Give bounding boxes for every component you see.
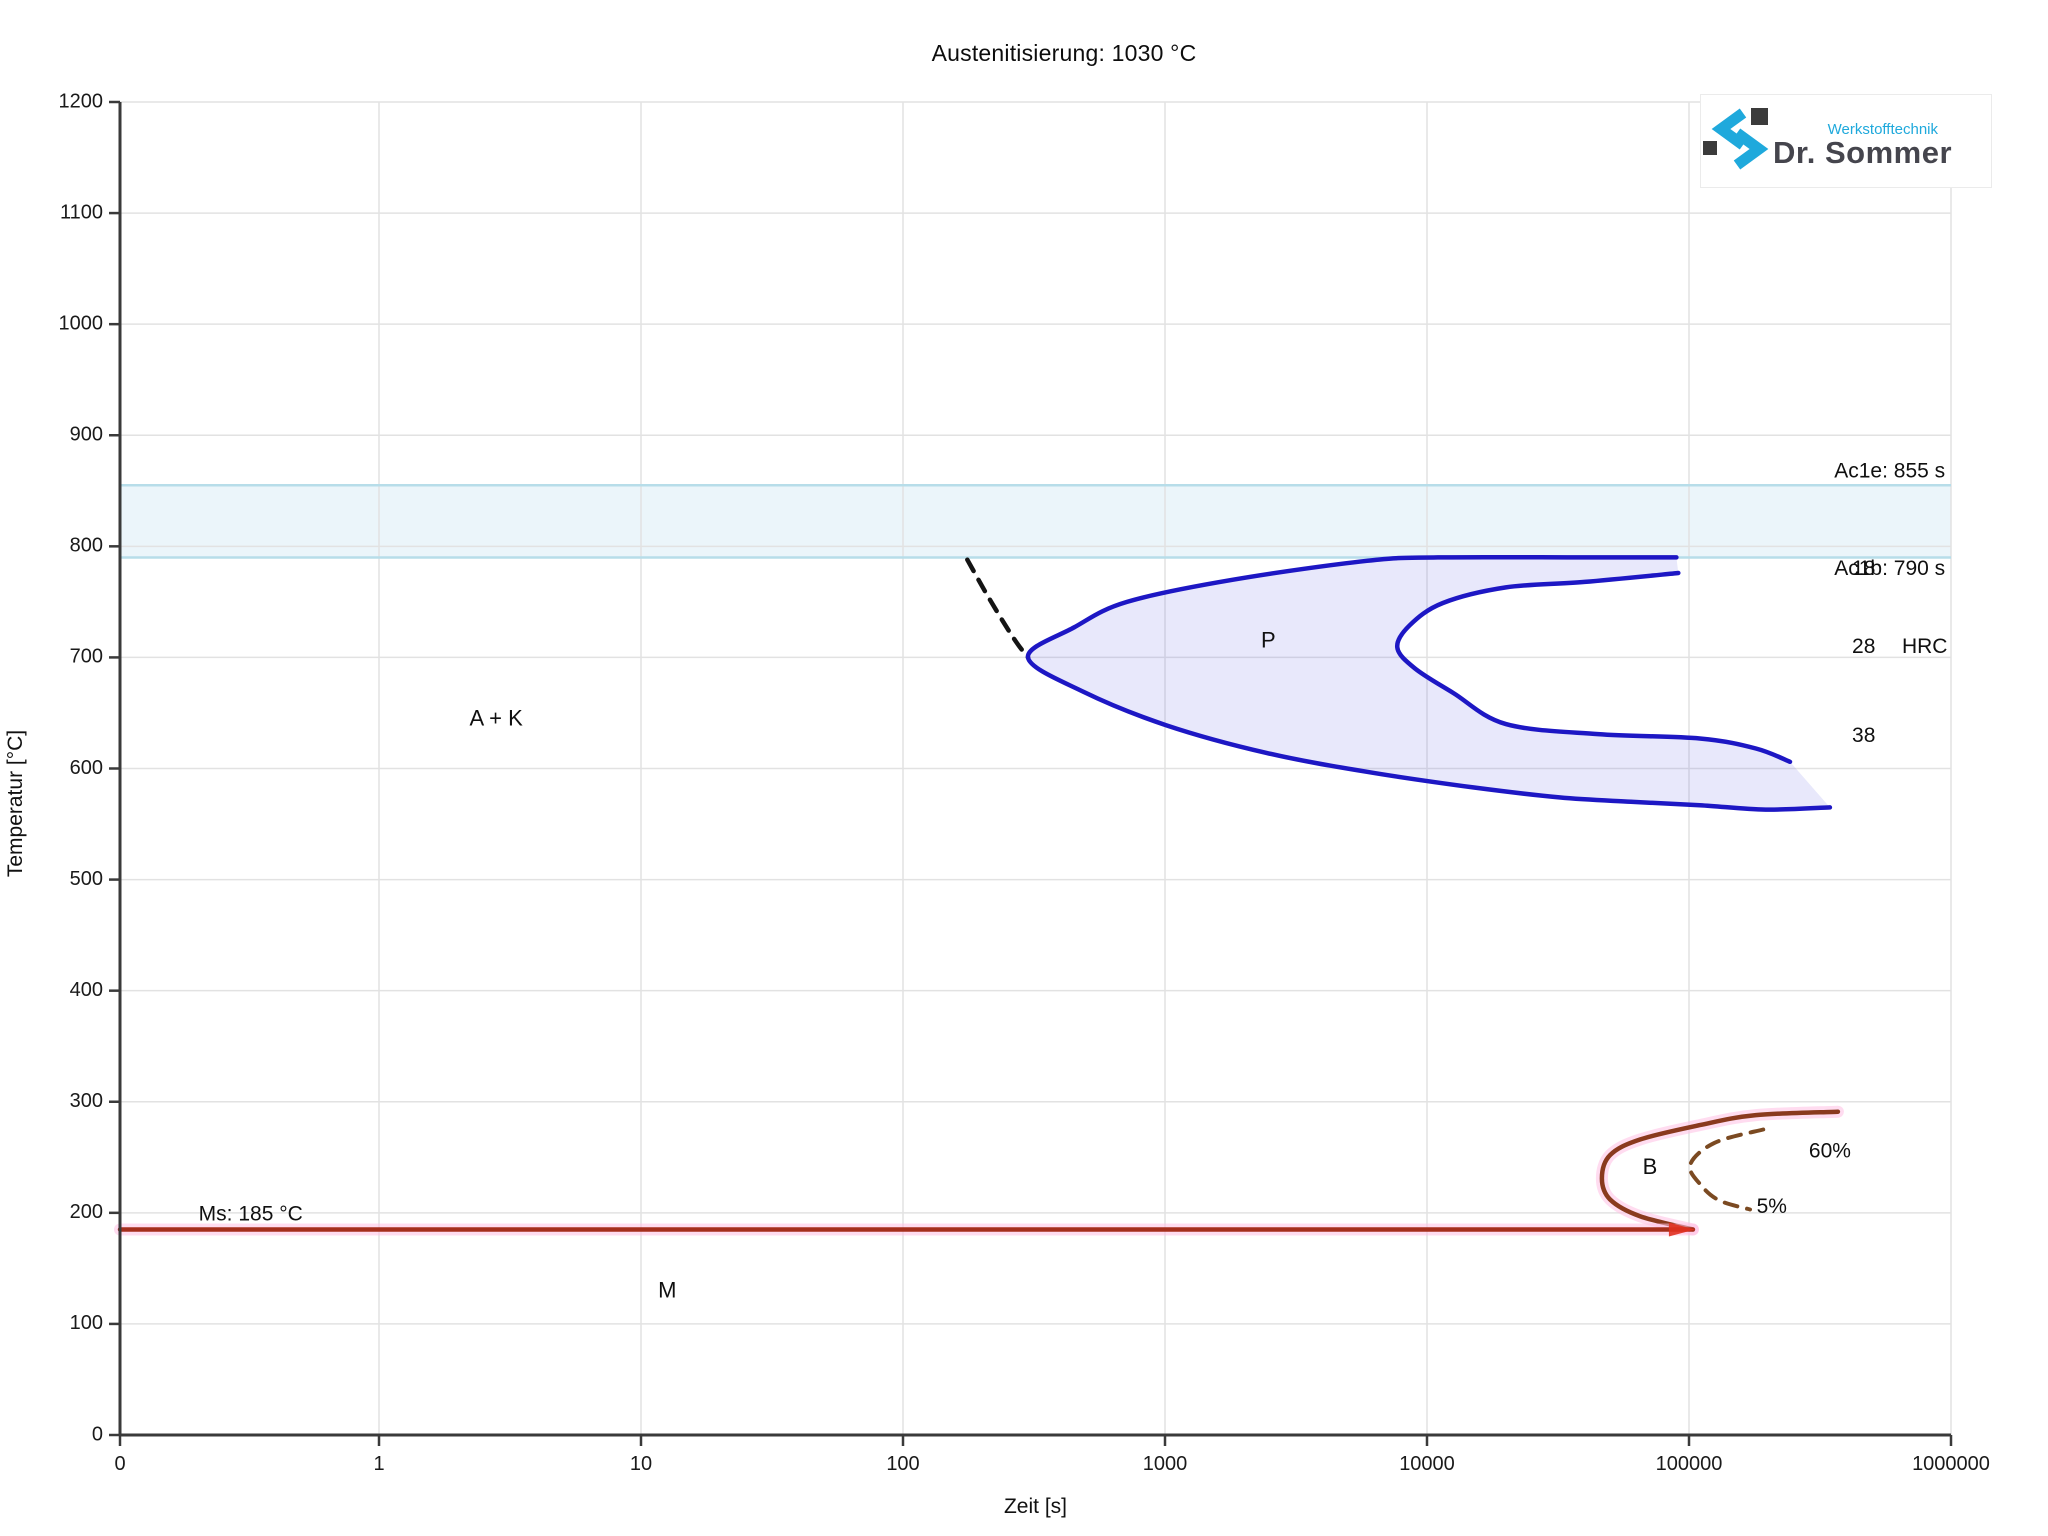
y-tick-label-800: 800 xyxy=(70,535,103,557)
logo-square-bottom xyxy=(1703,141,1717,155)
x-tick-label-1: 1 xyxy=(373,1453,384,1475)
annotation-60%: 60% xyxy=(1809,1139,1851,1162)
x-tick-label-100000: 100000 xyxy=(1656,1453,1723,1475)
annotation-m: M xyxy=(658,1278,676,1303)
y-axis-title: Temperatur [°C] xyxy=(4,730,27,877)
annotation-ac1e-855-s: Ac1e: 855 s xyxy=(1834,459,1945,482)
y-tick-label-100: 100 xyxy=(70,1312,103,1334)
logo-chevron-upper-icon xyxy=(1711,108,1747,150)
bainite-start-glow xyxy=(1595,1105,1844,1236)
logo-chevron-lower-icon xyxy=(1733,128,1769,170)
annotation-hrc: HRC xyxy=(1902,635,1948,658)
y-tick-label-700: 700 xyxy=(70,646,103,668)
logo-brand: Dr. Sommer xyxy=(1773,135,1952,170)
y-tick-label-1000: 1000 xyxy=(59,312,104,334)
x-axis-title: Zeit [s] xyxy=(1004,1495,1067,1518)
logo-square-top xyxy=(1751,108,1768,125)
y-tick-label-500: 500 xyxy=(70,868,103,890)
annotation-38: 38 xyxy=(1852,724,1875,747)
company-logo: Werkstofftechnik Dr. Sommer xyxy=(1700,94,1992,188)
x-tick-label-10: 10 xyxy=(630,1453,652,1475)
y-tick-label-1100: 1100 xyxy=(60,201,103,223)
y-tick-label-600: 600 xyxy=(70,757,103,779)
annotation-b: B xyxy=(1643,1154,1658,1179)
bainite-start-curve xyxy=(1599,1109,1841,1232)
annotation-a-+-k: A + K xyxy=(470,705,524,730)
ac1-band-fill xyxy=(120,485,1951,558)
x-tick-label-1000000: 1000000 xyxy=(1912,1453,1990,1475)
pearlite-fill xyxy=(1027,557,1830,810)
annotation-ms-185-c: Ms: 185 °C xyxy=(199,1203,303,1226)
bainite-ms-junction-marker xyxy=(1668,1222,1695,1237)
y-tick-label-400: 400 xyxy=(70,979,103,1001)
x-tick-label-100: 100 xyxy=(886,1453,919,1475)
y-tick-label-200: 200 xyxy=(70,1201,103,1223)
x-tick-label-1000: 1000 xyxy=(1143,1453,1188,1475)
annotation-28: 28 xyxy=(1852,635,1875,658)
logo-tagline: Werkstofftechnik xyxy=(1828,121,1939,138)
austenite-boundary-dashed-curve xyxy=(965,557,1031,660)
pearlite-end-curve xyxy=(1395,570,1793,765)
chart-title: Austenitisierung: 1030 °C xyxy=(931,40,1197,66)
y-tick-label-900: 900 xyxy=(70,424,103,446)
annotation-p: P xyxy=(1261,628,1276,653)
bainite-percent-dashed-curve xyxy=(1687,1127,1766,1212)
x-tick-label-0: 0 xyxy=(114,1453,125,1475)
y-tick-label-0: 0 xyxy=(92,1423,103,1445)
pearlite-start-curve xyxy=(1025,554,1833,812)
annotation-5%: 5% xyxy=(1757,1195,1787,1218)
logo-graphic: Werkstofftechnik Dr. Sommer xyxy=(1703,108,1952,170)
y-tick-label-300: 300 xyxy=(70,1090,103,1112)
annotation-ac1b-790-s: Ac1b: 790 s xyxy=(1834,557,1945,580)
x-tick-label-10000: 10000 xyxy=(1399,1453,1455,1475)
y-tick-label-1200: 1200 xyxy=(59,90,104,112)
annotation-18: 18 xyxy=(1852,557,1875,580)
